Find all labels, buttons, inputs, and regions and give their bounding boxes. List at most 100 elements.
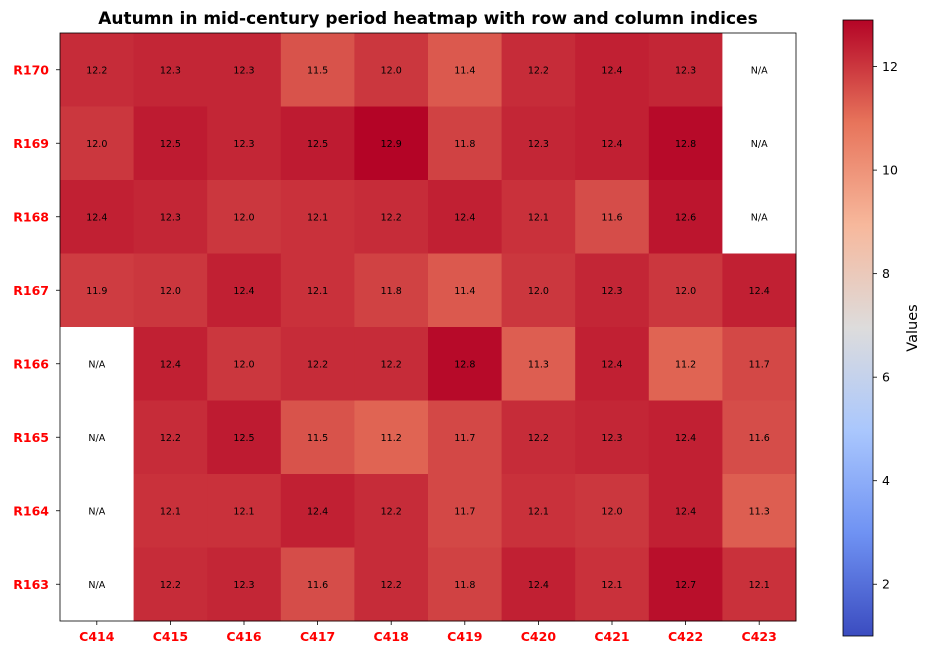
- cell-value-label: 12.4: [307, 506, 328, 517]
- heatmap-cell: [501, 547, 576, 622]
- cell-value-label: N/A: [751, 212, 768, 223]
- cell-value-label: 12.4: [749, 286, 770, 297]
- cell-value-label: 12.5: [307, 139, 328, 150]
- heatmap-cell: [648, 253, 723, 328]
- heatmap-cell: [133, 33, 208, 107]
- heatmap-cell: [648, 547, 723, 622]
- row-label: R167: [13, 283, 49, 298]
- heatmap-cell: [207, 547, 282, 622]
- cell-value-label: 12.4: [86, 212, 107, 223]
- heatmap-cell: [428, 474, 503, 548]
- heatmap-cell: [133, 253, 208, 328]
- heatmap-cell: [133, 106, 208, 181]
- heatmap-cell: [648, 327, 723, 401]
- cell-value-label: 12.4: [233, 286, 254, 297]
- cell-value-label: 11.8: [454, 580, 475, 591]
- heatmap-cell: [207, 33, 282, 107]
- heatmap-cell: [207, 400, 282, 475]
- heatmap-cell: [428, 33, 503, 107]
- cell-value-label: 11.5: [307, 65, 328, 76]
- cell-value-label: 12.1: [601, 580, 622, 591]
- heatmap-cell: [280, 106, 355, 181]
- cell-value-label: N/A: [88, 506, 105, 517]
- heatmap-cell: [722, 106, 797, 181]
- heatmap-cell: [722, 180, 797, 254]
- heatmap-cell: [428, 327, 503, 401]
- cell-value-label: N/A: [88, 359, 105, 370]
- heatmap-cell: [575, 253, 650, 328]
- heatmap-cell: [648, 33, 723, 107]
- row-labels: R170 R169 R168 R167 R166 R165 R164 R163: [13, 62, 60, 592]
- row-label: R166: [13, 356, 49, 371]
- colorbar-tick-label: 12: [882, 59, 898, 74]
- heatmap-cell: [428, 106, 503, 181]
- heatmap-cell: [207, 106, 282, 181]
- heatmap-cell: [133, 400, 208, 475]
- cell-value-label: 11.7: [454, 433, 475, 444]
- heatmap-cell: [207, 474, 282, 548]
- heatmap-cell: [280, 547, 355, 622]
- cell-value-label: 12.2: [86, 65, 107, 76]
- cell-value-label: 11.3: [528, 359, 549, 370]
- cell-value-label: 12.4: [160, 359, 181, 370]
- column-label: C416: [226, 629, 262, 644]
- heatmap-cell: [207, 327, 282, 401]
- column-label: C417: [300, 629, 335, 644]
- cell-value-label: 12.8: [454, 359, 475, 370]
- heatmap-cell: [133, 547, 208, 622]
- cell-value-label: 12.2: [528, 65, 549, 76]
- heatmap-cell: [648, 474, 723, 548]
- colorbar: 2 4 6 8 10 12 Values: [842, 19, 921, 637]
- row-label: R168: [13, 209, 49, 224]
- colorbar-tick-label: 10: [882, 163, 898, 178]
- heatmap-cell: [722, 33, 797, 107]
- cell-value-label: N/A: [751, 65, 768, 76]
- cell-value-label: 12.0: [601, 506, 622, 517]
- cell-value-label: 12.8: [675, 139, 696, 150]
- cell-value-label: 11.2: [675, 359, 696, 370]
- heatmap-cell: [280, 180, 355, 254]
- column-label: C420: [521, 629, 557, 644]
- cell-value-label: 11.6: [749, 433, 770, 444]
- cell-value-label: 12.2: [160, 580, 181, 591]
- heatmap-cell: [133, 474, 208, 548]
- cell-value-label: 12.2: [381, 506, 402, 517]
- heatmap-cell: [354, 106, 429, 181]
- plot-frame: [59, 32, 797, 622]
- cell-value-label: 12.2: [307, 359, 328, 370]
- cell-value-label: 12.1: [749, 580, 770, 591]
- heatmap-cell: [722, 400, 797, 475]
- heatmap-cell: [133, 180, 208, 254]
- heatmap-cell: [575, 400, 650, 475]
- heatmap-cell: [428, 253, 503, 328]
- heatmap-cell: [60, 400, 135, 475]
- cell-value-label: 12.0: [233, 212, 254, 223]
- column-label: C421: [594, 629, 629, 644]
- cell-value-label: 12.2: [381, 359, 402, 370]
- heatmap-cell: [501, 106, 576, 181]
- cell-value-label: 11.5: [307, 433, 328, 444]
- column-label: C419: [447, 629, 482, 644]
- cell-value-label: 11.9: [86, 286, 107, 297]
- cell-value-label: 12.6: [675, 212, 696, 223]
- cell-value-label: 12.2: [381, 580, 402, 591]
- heatmap-cell: [648, 180, 723, 254]
- cell-value-label: 12.0: [675, 286, 696, 297]
- heatmap-cell: [60, 106, 135, 181]
- heatmap-cell: [354, 474, 429, 548]
- cell-value-label: 12.1: [233, 506, 254, 517]
- heatmap-cell: [575, 33, 650, 107]
- heatmap-cell: [354, 327, 429, 401]
- heatmap-cell: [722, 253, 797, 328]
- cell-value-label: 11.3: [749, 506, 770, 517]
- cell-value-label: N/A: [751, 139, 768, 150]
- row-label: R164: [13, 503, 49, 518]
- row-label: R165: [13, 430, 49, 445]
- heatmap-cell: [280, 474, 355, 548]
- heatmap-cell: [60, 33, 135, 107]
- cell-value-label: 12.5: [233, 433, 254, 444]
- cell-value-label: 12.4: [601, 359, 622, 370]
- heatmap-cell: [575, 327, 650, 401]
- row-label: R169: [13, 136, 49, 151]
